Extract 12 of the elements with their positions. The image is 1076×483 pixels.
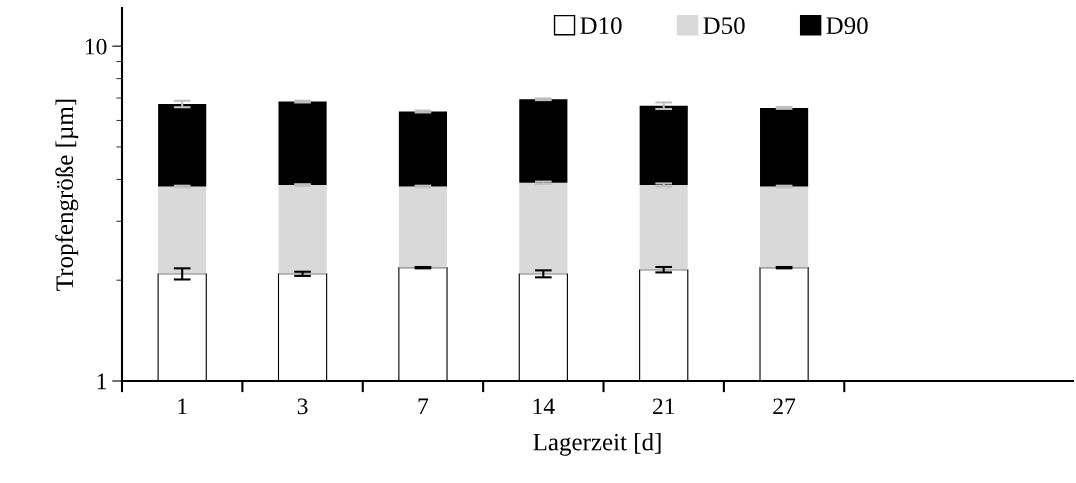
legend-label: D50 xyxy=(703,17,745,35)
x-tick-label: 21 xyxy=(652,398,675,415)
x-axis-title: Lagerzeit [d] xyxy=(533,432,661,456)
y-axis-title: Tropfengröße [µm] xyxy=(55,99,79,291)
y-tick-label: 10 xyxy=(85,38,107,55)
legend-label: D90 xyxy=(826,17,868,35)
x-tick-label: 14 xyxy=(533,398,555,415)
x-tick-label: 1 xyxy=(178,398,187,415)
x-tick-label: 27 xyxy=(773,398,796,415)
legend-label: D10 xyxy=(580,17,622,35)
x-tick-label: 3 xyxy=(297,398,308,415)
x-tick-label: 7 xyxy=(418,398,429,415)
